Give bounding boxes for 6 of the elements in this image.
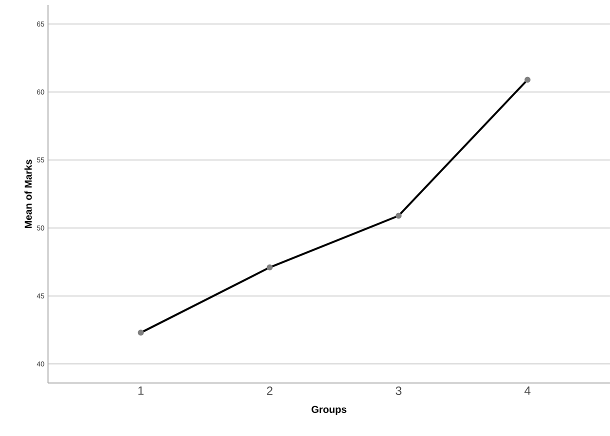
x-tick-label: 4 bbox=[524, 386, 530, 395]
x-tick-label: 1 bbox=[138, 386, 144, 395]
x-tick-label: 3 bbox=[396, 386, 402, 396]
y-axis-title: Mean of Marks bbox=[24, 160, 32, 228]
x-tick-label: 2 bbox=[266, 386, 272, 395]
x-axis-title: Groups bbox=[312, 406, 346, 415]
